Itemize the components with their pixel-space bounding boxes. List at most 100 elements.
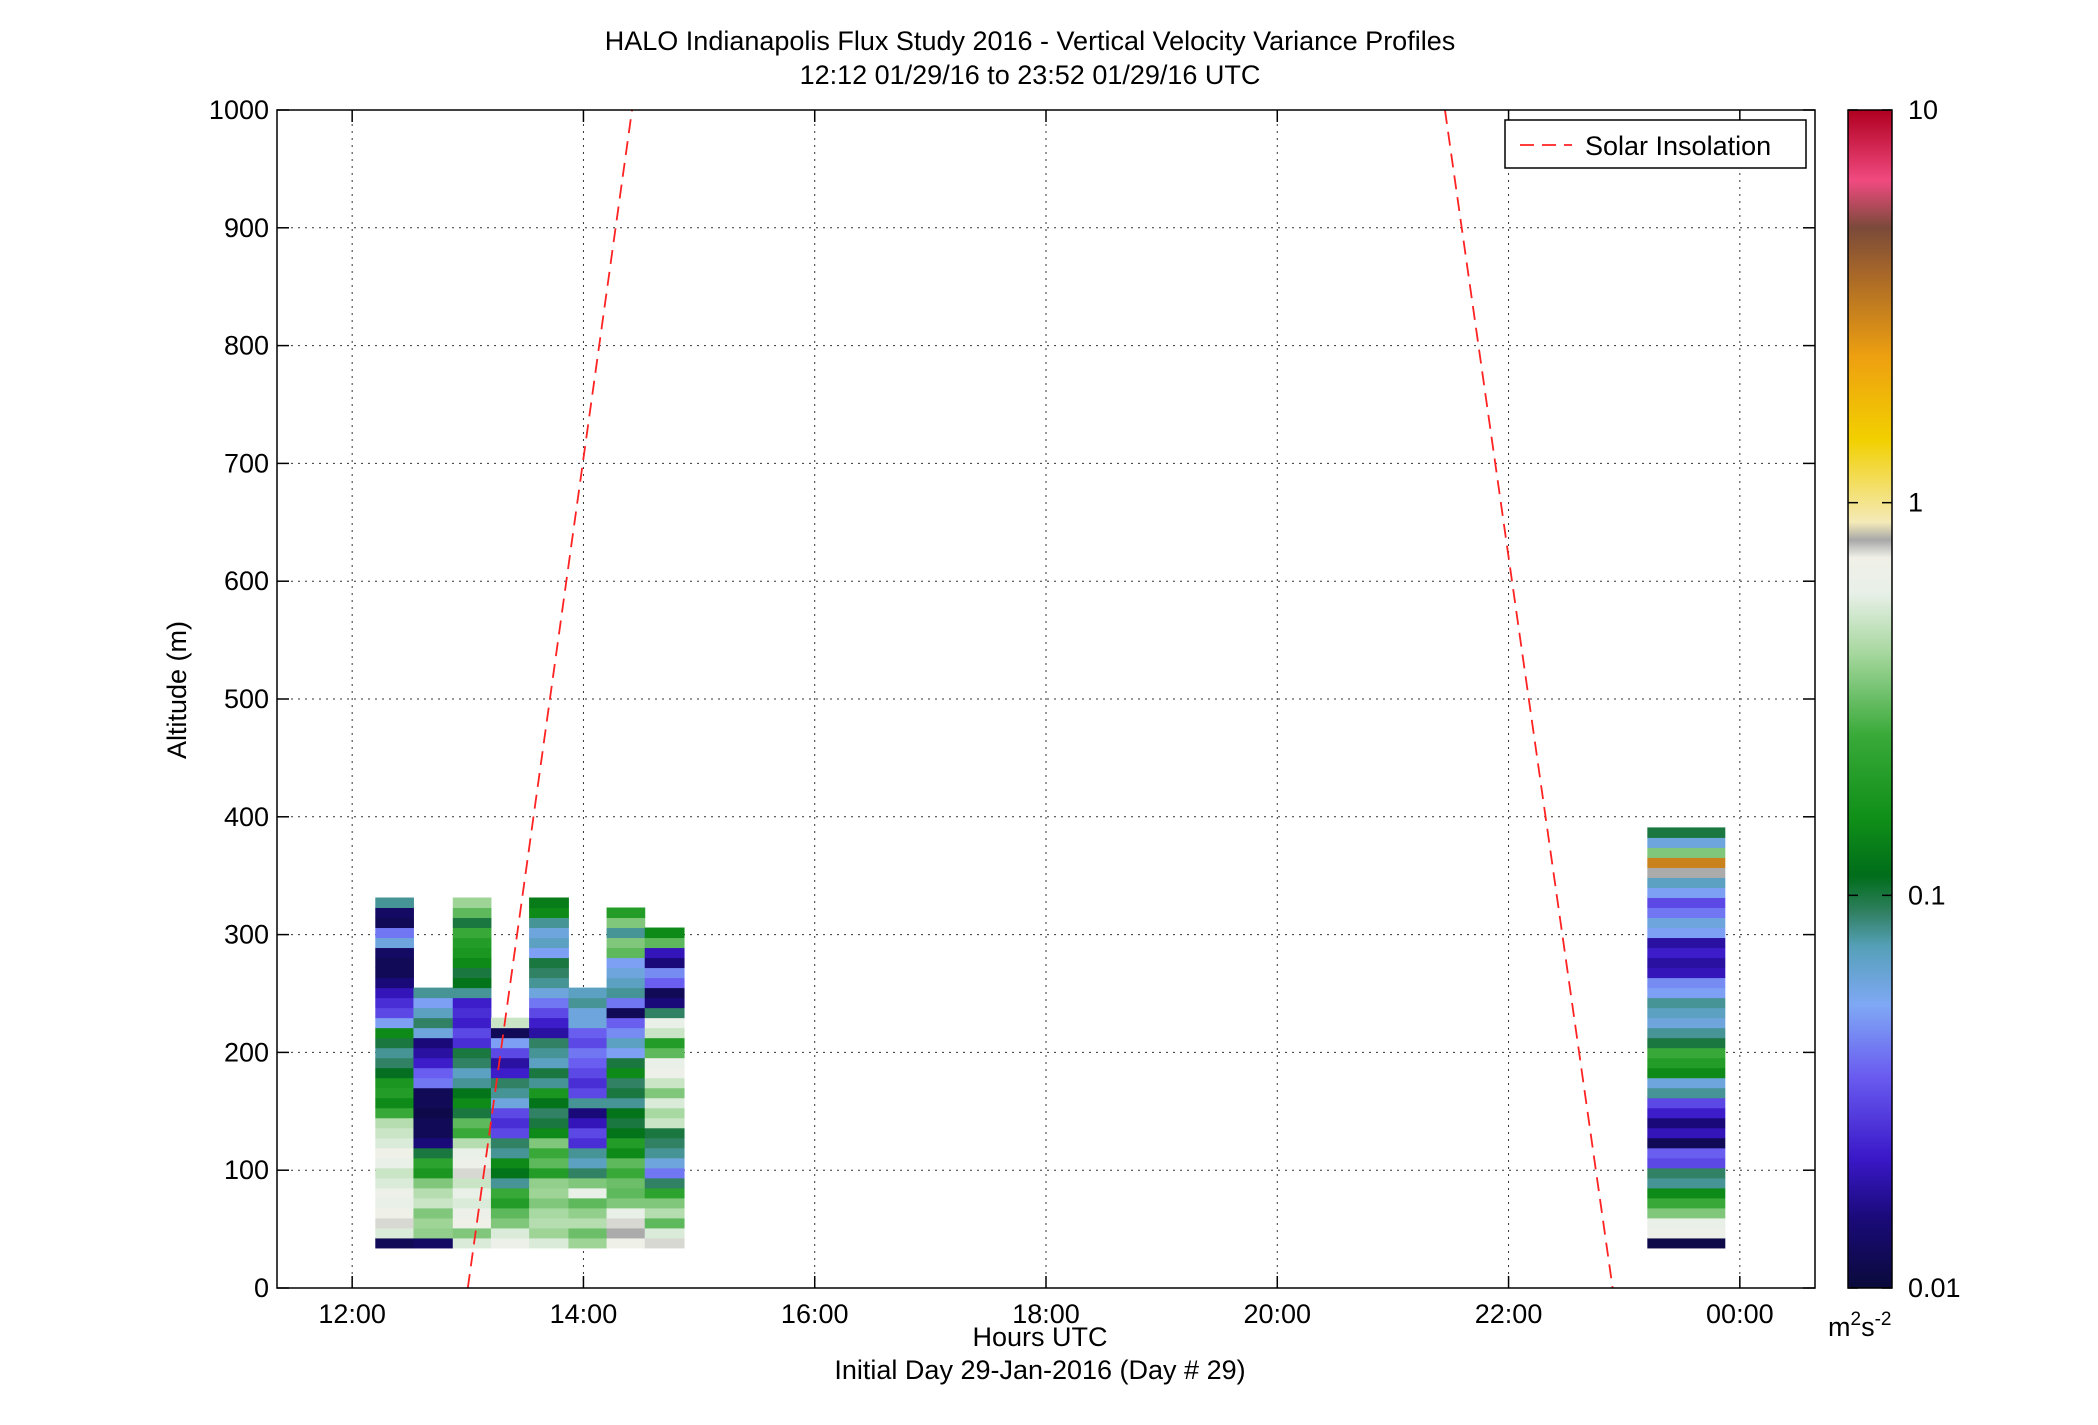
variance-cell-p0-b5 [375, 1187, 414, 1199]
variance-cell-p4-b21 [529, 1027, 569, 1039]
variance-cell-p7-b12 [644, 1117, 685, 1129]
variance-cell-p7-b15 [644, 1087, 685, 1099]
variance-cell-p2-b27 [452, 967, 492, 979]
variance-cell-p5-b20 [568, 1037, 608, 1049]
variance-cell-p3-b4 [490, 1197, 530, 1209]
variance-cell-p5-b21 [568, 1027, 608, 1039]
variance-cell-p0-b14 [375, 1097, 414, 1109]
variance-cell-p8-b24 [1647, 997, 1726, 1009]
variance-cell-p4-b26 [529, 977, 569, 989]
solar-insolation-lines [466, 110, 1614, 1288]
variance-cell-p4-b2 [529, 1217, 569, 1229]
variance-cell-p0-b21 [375, 1027, 414, 1039]
variance-cell-p7-b31 [644, 927, 685, 939]
variance-cell-p0-b13 [375, 1107, 414, 1119]
y-tick-label-0: 0 [254, 1273, 269, 1303]
variance-cell-p6-b0 [606, 1237, 646, 1249]
variance-cell-p2-b32 [452, 917, 492, 929]
variance-cell-p3-b2 [490, 1217, 530, 1229]
variance-cell-p7-b2 [644, 1217, 685, 1229]
chart-subtitle: 12:12 01/29/16 to 23:52 01/29/16 UTC [800, 60, 1261, 90]
variance-cell-p0-b1 [375, 1227, 414, 1239]
variance-cell-p1-b0 [413, 1237, 454, 1249]
variance-cell-p2-b20 [452, 1037, 492, 1049]
axis-ticks [277, 109, 1815, 1289]
y-tick-label-9: 900 [224, 213, 269, 243]
variance-cell-p4-b15 [529, 1087, 569, 1099]
variance-cell-p8-b30 [1647, 937, 1726, 949]
variance-cell-p0-b33 [375, 907, 414, 919]
variance-cell-p2-b15 [452, 1087, 492, 1099]
variance-cell-p3-b20 [490, 1037, 530, 1049]
variance-cell-p5-b12 [568, 1117, 608, 1129]
y-axis-label: Altitude (m) [162, 621, 192, 759]
variance-cell-p6-b23 [606, 1007, 646, 1019]
variance-cell-p7-b27 [644, 967, 685, 979]
variance-cell-p8-b36 [1647, 877, 1726, 888]
variance-cell-p1-b18 [413, 1057, 454, 1069]
variance-cell-p4-b4 [529, 1197, 569, 1209]
variance-cell-p4-b3 [529, 1207, 569, 1219]
variance-cell-p2-b17 [452, 1067, 492, 1079]
solar-insolation-line-0 [466, 110, 633, 1288]
variance-cell-p1-b15 [413, 1087, 454, 1099]
variance-cell-p8-b33 [1647, 907, 1726, 919]
variance-cell-p3-b19 [490, 1047, 530, 1059]
variance-cell-p2-b1 [452, 1227, 492, 1239]
x-tick-label-0: 12:00 [318, 1299, 386, 1329]
variance-cell-p8-b20 [1647, 1037, 1726, 1049]
variance-cell-p1-b9 [413, 1147, 454, 1159]
variance-cell-p7-b19 [644, 1047, 685, 1059]
variance-cell-p5-b10 [568, 1137, 608, 1149]
variance-cell-p4-b10 [529, 1137, 569, 1149]
variance-cell-p3-b11 [490, 1127, 530, 1139]
variance-cell-p3-b7 [490, 1167, 530, 1179]
variance-cell-p5-b2 [568, 1217, 608, 1229]
variance-cell-p2-b22 [452, 1017, 492, 1029]
chart-title: HALO Indianapolis Flux Study 2016 - Vert… [605, 26, 1455, 56]
variance-cell-p8-b37 [1647, 867, 1726, 878]
variance-cell-p8-b12 [1647, 1117, 1726, 1129]
variance-cell-p5-b11 [568, 1127, 608, 1139]
variance-cell-p1-b5 [413, 1187, 454, 1199]
variance-cell-p6-b4 [606, 1197, 646, 1209]
y-tick-label-10: 1000 [209, 95, 269, 125]
variance-cell-p4-b13 [529, 1107, 569, 1119]
colorbar-unit: m2s-2 [1828, 1309, 1891, 1342]
variance-cell-p2-b4 [452, 1197, 492, 1209]
variance-cell-p8-b27 [1647, 967, 1726, 979]
variance-cell-p3-b14 [490, 1097, 530, 1109]
variance-cell-p1-b10 [413, 1137, 454, 1149]
variance-cell-p0-b29 [375, 947, 414, 959]
variance-cell-p0-b34 [375, 897, 414, 909]
variance-cell-p1-b24 [413, 997, 454, 1009]
variance-cell-p8-b0 [1647, 1237, 1726, 1249]
variance-cell-p8-b39 [1647, 847, 1726, 858]
variance-cell-p3-b15 [490, 1087, 530, 1099]
colorbar-tick-labels: 0.01 0.1 1 10 [1908, 95, 1961, 1303]
variance-cell-p8-b41 [1647, 827, 1726, 838]
variance-cell-p4-b31 [529, 927, 569, 939]
variance-cell-p6-b32 [606, 917, 646, 929]
variance-cell-p5-b16 [568, 1077, 608, 1089]
variance-cell-p5-b1 [568, 1227, 608, 1239]
variance-cell-p6-b1 [606, 1227, 646, 1239]
variance-cell-p8-b14 [1647, 1097, 1726, 1109]
variance-cell-p1-b19 [413, 1047, 454, 1059]
variance-cell-p2-b9 [452, 1147, 492, 1159]
variance-cell-p2-b25 [452, 987, 492, 999]
variance-cell-p5-b19 [568, 1047, 608, 1059]
variance-cell-p8-b38 [1647, 857, 1726, 868]
variance-cell-p2-b3 [452, 1207, 492, 1219]
variance-cell-p8-b18 [1647, 1057, 1726, 1069]
variance-cell-p5-b7 [568, 1167, 608, 1179]
variance-cell-p3-b18 [490, 1057, 530, 1069]
variance-cell-p8-b13 [1647, 1107, 1726, 1119]
variance-cell-p1-b13 [413, 1107, 454, 1119]
colorbar: 0.01 0.1 1 10 m2s-2 [1828, 95, 1961, 1342]
variance-cell-p7-b9 [644, 1147, 685, 1159]
variance-cell-p0-b6 [375, 1177, 414, 1189]
variance-cell-p8-b11 [1647, 1127, 1726, 1139]
colorbar-unit-exp1: 2 [1851, 1309, 1862, 1330]
